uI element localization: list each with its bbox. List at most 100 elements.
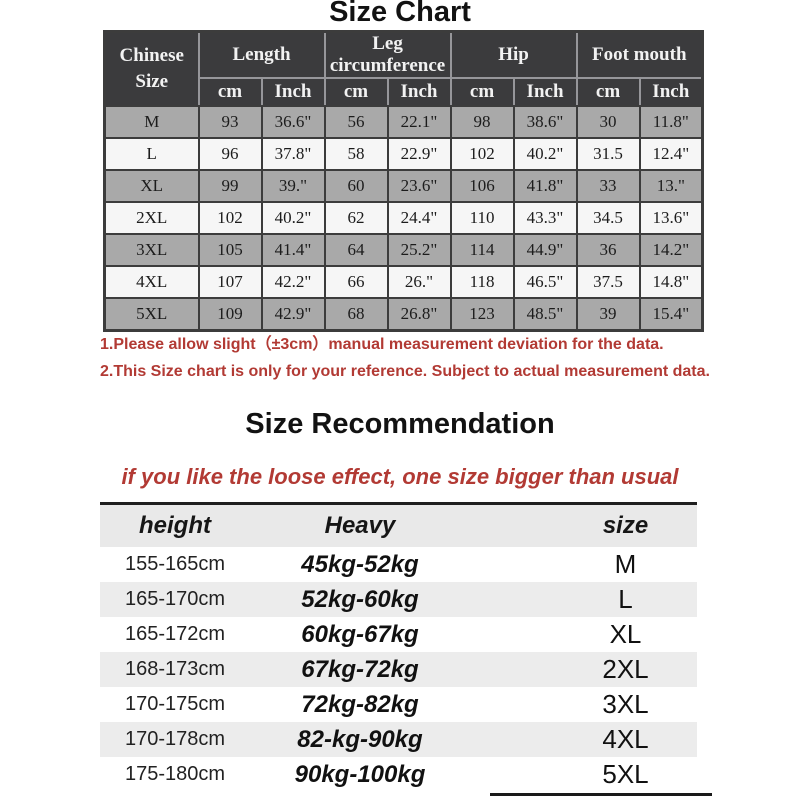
height-cell: 170-175cm — [124, 693, 226, 715]
table-cell: 36 — [575, 233, 641, 267]
table-cell: 123 — [449, 297, 515, 332]
table-cell: 22.1" — [386, 105, 452, 139]
size-chart-table: Chinese Size Length Leg circumference Hi… — [103, 30, 705, 332]
table-row: 2XL 102 40.2" 62 24.4" 110 43.3" 34.5 13… — [103, 201, 704, 235]
column-header-leg-circumference: Leg circumference — [323, 30, 452, 79]
table-cell: 58 — [323, 137, 389, 171]
size-cell: 3XL — [602, 689, 649, 719]
table-cell: 102 — [449, 137, 515, 171]
size-label-cell: 4XL — [103, 265, 200, 299]
table-cell: 118 — [449, 265, 515, 299]
note-line-1: 1.Please allow slight（±3cm）manual measur… — [100, 336, 664, 353]
size-cell: L — [470, 582, 697, 617]
table-cell: 99 — [197, 169, 263, 203]
size-recommendation-table: height Heavy size 155-165cm 45kg-52kg M … — [100, 502, 697, 792]
table-cell: 42.2" — [260, 265, 326, 299]
table-row: 168-173cm 67kg-72kg 2XL — [100, 652, 697, 687]
size-label-cell: 2XL — [103, 201, 200, 235]
table-cell: 37.5 — [575, 265, 641, 299]
table-header-row-groups: Chinese Size Length Leg circumference Hi… — [103, 30, 704, 107]
size-cell: 2XL — [470, 652, 697, 687]
table-row: L 96 37.8" 58 22.9" 102 40.2" 31.5 12.4" — [103, 137, 704, 171]
table-cell: 14.8" — [638, 265, 704, 299]
table-cell: 13." — [638, 169, 704, 203]
table-row: 165-172cm 60kg-67kg XL — [100, 617, 697, 652]
table-cell: 25.2" — [386, 233, 452, 267]
unit-header: Inch — [512, 77, 578, 107]
height-cell: 168-173cm — [100, 652, 250, 687]
table-row: 155-165cm 45kg-52kg M — [100, 547, 697, 582]
table-cell: 56 — [323, 105, 389, 139]
table-cell: 106 — [449, 169, 515, 203]
size-cell: XL — [609, 619, 642, 649]
table-row: 175-180cm 90kg-100kg 5XL — [100, 757, 697, 792]
table-cell: 42.9" — [260, 297, 326, 332]
table-cell: 105 — [197, 233, 263, 267]
weight-cell: 60kg-67kg — [301, 620, 419, 648]
column-header-chinese-size: Chinese Size — [103, 30, 200, 107]
table-cell: 41.4" — [260, 233, 326, 267]
page-title: Size Chart — [329, 0, 471, 28]
unit-header: cm — [575, 77, 641, 107]
weight-cell: 82-kg-90kg — [250, 722, 470, 757]
table-row: 5XL 109 42.9" 68 26.8" 123 48.5" 39 15.4… — [103, 297, 704, 332]
table-row: 170-175cm 72kg-82kg 3XL — [100, 687, 697, 722]
table-cell: 43.3" — [512, 201, 578, 235]
table-cell: 37.8" — [260, 137, 326, 171]
table-cell: 46.5" — [512, 265, 578, 299]
height-cell: 175-180cm — [124, 763, 226, 785]
table-header-row-units: cm Inch cm Inch cm Inch cm Inch — [105, 77, 704, 107]
unit-header: Inch — [386, 77, 452, 107]
table-cell: 109 — [197, 297, 263, 332]
table-cell: 107 — [197, 265, 263, 299]
table-cell: 23.6" — [386, 169, 452, 203]
table-cell: 26.8" — [386, 297, 452, 332]
table-row: 165-170cm 52kg-60kg L — [100, 582, 697, 617]
unit-header: cm — [323, 77, 389, 107]
table-cell: 31.5 — [575, 137, 641, 171]
unit-header: cm — [449, 77, 515, 107]
height-cell: 165-170cm — [100, 582, 250, 617]
table-cell: 39 — [575, 297, 641, 332]
table-cell: 22.9" — [386, 137, 452, 171]
table-cell: 11.8" — [638, 105, 704, 139]
column-header-foot-mouth: Foot mouth — [575, 30, 704, 79]
height-cell: 170-178cm — [100, 722, 250, 757]
column-header-size: size — [470, 503, 697, 547]
table-cell: 40.2" — [260, 201, 326, 235]
table-cell: 36.6" — [260, 105, 326, 139]
column-header-heavy: Heavy — [250, 503, 470, 547]
size-cell: 4XL — [470, 722, 697, 757]
height-cell: 165-172cm — [124, 623, 226, 645]
table-cell: 15.4" — [638, 297, 704, 332]
table-row: 4XL 107 42.2" 66 26." 118 46.5" 37.5 14.… — [103, 265, 704, 299]
column-header-height: height — [100, 503, 250, 547]
table-cell: 62 — [323, 201, 389, 235]
measurement-notes: 1.Please allow slight（±3cm）manual measur… — [100, 331, 710, 385]
table-cell: 40.2" — [512, 137, 578, 171]
table-cell: 39." — [260, 169, 326, 203]
column-header-length: Length — [197, 30, 326, 79]
table-cell: 98 — [449, 105, 515, 139]
size-label-cell: 5XL — [103, 297, 200, 332]
table-cell: 68 — [323, 297, 389, 332]
table-cell: 38.6" — [512, 105, 578, 139]
unit-header: cm — [197, 77, 263, 107]
size-label-cell: XL — [103, 169, 200, 203]
loose-fit-tip: if you like the loose effect, one size b… — [121, 464, 679, 489]
recommendation-header-row: height Heavy size — [100, 503, 697, 547]
size-cell: M — [614, 549, 637, 579]
weight-cell: 52kg-60kg — [250, 582, 470, 617]
size-label-cell: M — [103, 105, 200, 139]
table-row: M 93 36.6" 56 22.1" 98 38.6" 30 11.8" — [103, 105, 704, 139]
table-cell: 44.9" — [512, 233, 578, 267]
table-row: 3XL 105 41.4" 64 25.2" 114 44.9" 36 14.2… — [103, 233, 704, 267]
unit-header: Inch — [638, 77, 704, 107]
weight-cell: 72kg-82kg — [301, 690, 419, 718]
table-cell: 33 — [575, 169, 641, 203]
table-cell: 24.4" — [386, 201, 452, 235]
table-cell: 26." — [386, 265, 452, 299]
table-cell: 114 — [449, 233, 515, 267]
height-cell: 155-165cm — [124, 553, 226, 575]
